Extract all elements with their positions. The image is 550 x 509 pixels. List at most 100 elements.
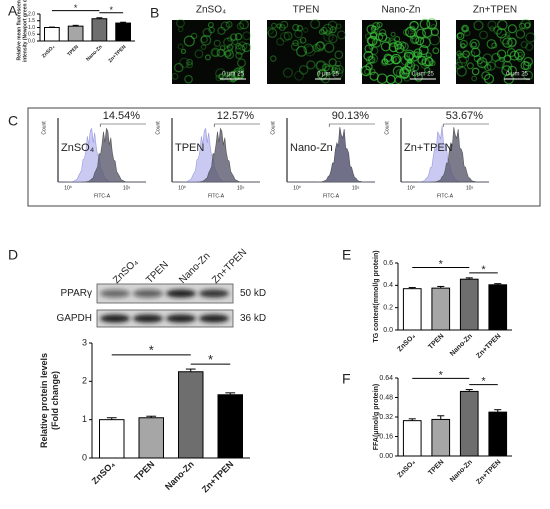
cell — [316, 61, 325, 70]
y-axis-label: Relative mean fluorescence — [16, 0, 22, 60]
lane-label: Nano-Zn — [177, 251, 212, 286]
significance-label: * — [109, 5, 113, 15]
histogram-label: Nano-Zn — [290, 142, 333, 154]
significance-label: * — [439, 369, 444, 381]
cell — [481, 71, 491, 81]
cell — [174, 62, 184, 73]
cell — [220, 21, 230, 31]
cell — [297, 38, 303, 44]
cell — [235, 42, 242, 50]
cell — [294, 29, 303, 39]
x-tick-label: TPEN — [427, 459, 445, 477]
cell — [408, 51, 420, 63]
cell — [317, 70, 328, 81]
cell — [494, 58, 505, 69]
bar — [138, 417, 164, 459]
cell — [269, 55, 277, 62]
cell — [398, 41, 407, 50]
cell — [296, 24, 304, 32]
tick-label: 10⁰ — [293, 185, 301, 191]
y-tick-label: 0.0 — [383, 327, 393, 334]
cell — [318, 28, 325, 35]
axis-label: FITC-A — [323, 193, 340, 199]
x-tick-label: Zn+TPEN — [475, 459, 502, 486]
cell — [334, 50, 344, 60]
cell — [371, 38, 382, 48]
cell — [331, 67, 339, 75]
cell — [507, 24, 517, 34]
lane-label: Zn+TPEN — [210, 247, 249, 286]
cell — [171, 72, 179, 80]
cell — [310, 18, 321, 29]
cell — [312, 43, 321, 53]
cell — [524, 22, 531, 29]
cell — [523, 70, 534, 81]
cell — [470, 47, 481, 58]
y-tick-label: 0.64 — [379, 375, 393, 382]
cell — [223, 37, 233, 48]
cell — [417, 55, 427, 65]
cell — [224, 72, 230, 78]
band — [199, 314, 229, 323]
cell — [292, 39, 299, 47]
cell — [368, 44, 375, 50]
cell — [232, 39, 239, 46]
cell — [499, 56, 505, 63]
cell — [412, 64, 420, 72]
cell — [211, 48, 220, 57]
cell — [235, 51, 243, 60]
cell — [304, 45, 316, 57]
cell — [200, 35, 208, 44]
axis-label: FITC-A — [437, 193, 454, 199]
cell — [306, 60, 316, 70]
y-tick-label: 0.4 — [383, 282, 393, 289]
cell — [224, 49, 235, 60]
cell — [314, 41, 325, 52]
bar — [431, 418, 451, 457]
significance-label: * — [439, 259, 444, 271]
panel-letter: C — [8, 113, 18, 129]
cell — [501, 65, 513, 76]
cell — [234, 32, 243, 41]
y-tick-label: 0.16 — [379, 433, 393, 440]
cell — [480, 60, 489, 69]
y-tick-label: 0.2 — [383, 305, 393, 312]
cell — [486, 61, 496, 71]
cell — [456, 50, 462, 57]
bar — [67, 25, 84, 42]
cell — [324, 30, 331, 36]
cell — [503, 54, 512, 63]
x-tick-label: Nano-Zn — [449, 333, 474, 358]
cell — [320, 26, 328, 35]
cell — [380, 41, 391, 52]
blot-size: 50 kD — [240, 288, 266, 299]
tick-label: 10⁰ — [407, 185, 415, 191]
error-bar — [185, 368, 196, 372]
cell — [499, 33, 511, 45]
significance-label: * — [481, 264, 486, 276]
cell — [200, 34, 212, 46]
cell — [365, 63, 373, 71]
cell — [390, 53, 402, 65]
image-title: Zn+TPEN — [473, 5, 517, 16]
panel-letter: B — [150, 5, 159, 21]
cell — [496, 49, 507, 59]
cell — [276, 37, 285, 46]
scale-bar-label: 0 μm 25 — [222, 72, 244, 78]
cell — [230, 33, 238, 41]
cell — [177, 43, 184, 50]
blot-label: GAPDH — [56, 313, 92, 324]
cell — [322, 23, 334, 35]
x-tick-label: Nano-Zn — [449, 459, 474, 484]
cell — [207, 21, 214, 28]
bar — [91, 18, 108, 42]
y-tick-label: 2.0 — [28, 11, 35, 17]
cell — [315, 60, 327, 72]
cell — [430, 24, 437, 31]
panel-letter: E — [342, 247, 351, 263]
cell — [334, 64, 344, 75]
lane-label: ZnSO₄ — [111, 257, 140, 286]
cell — [473, 20, 484, 31]
y-axis-label: (Fold change) — [50, 371, 60, 430]
cell — [186, 58, 193, 66]
